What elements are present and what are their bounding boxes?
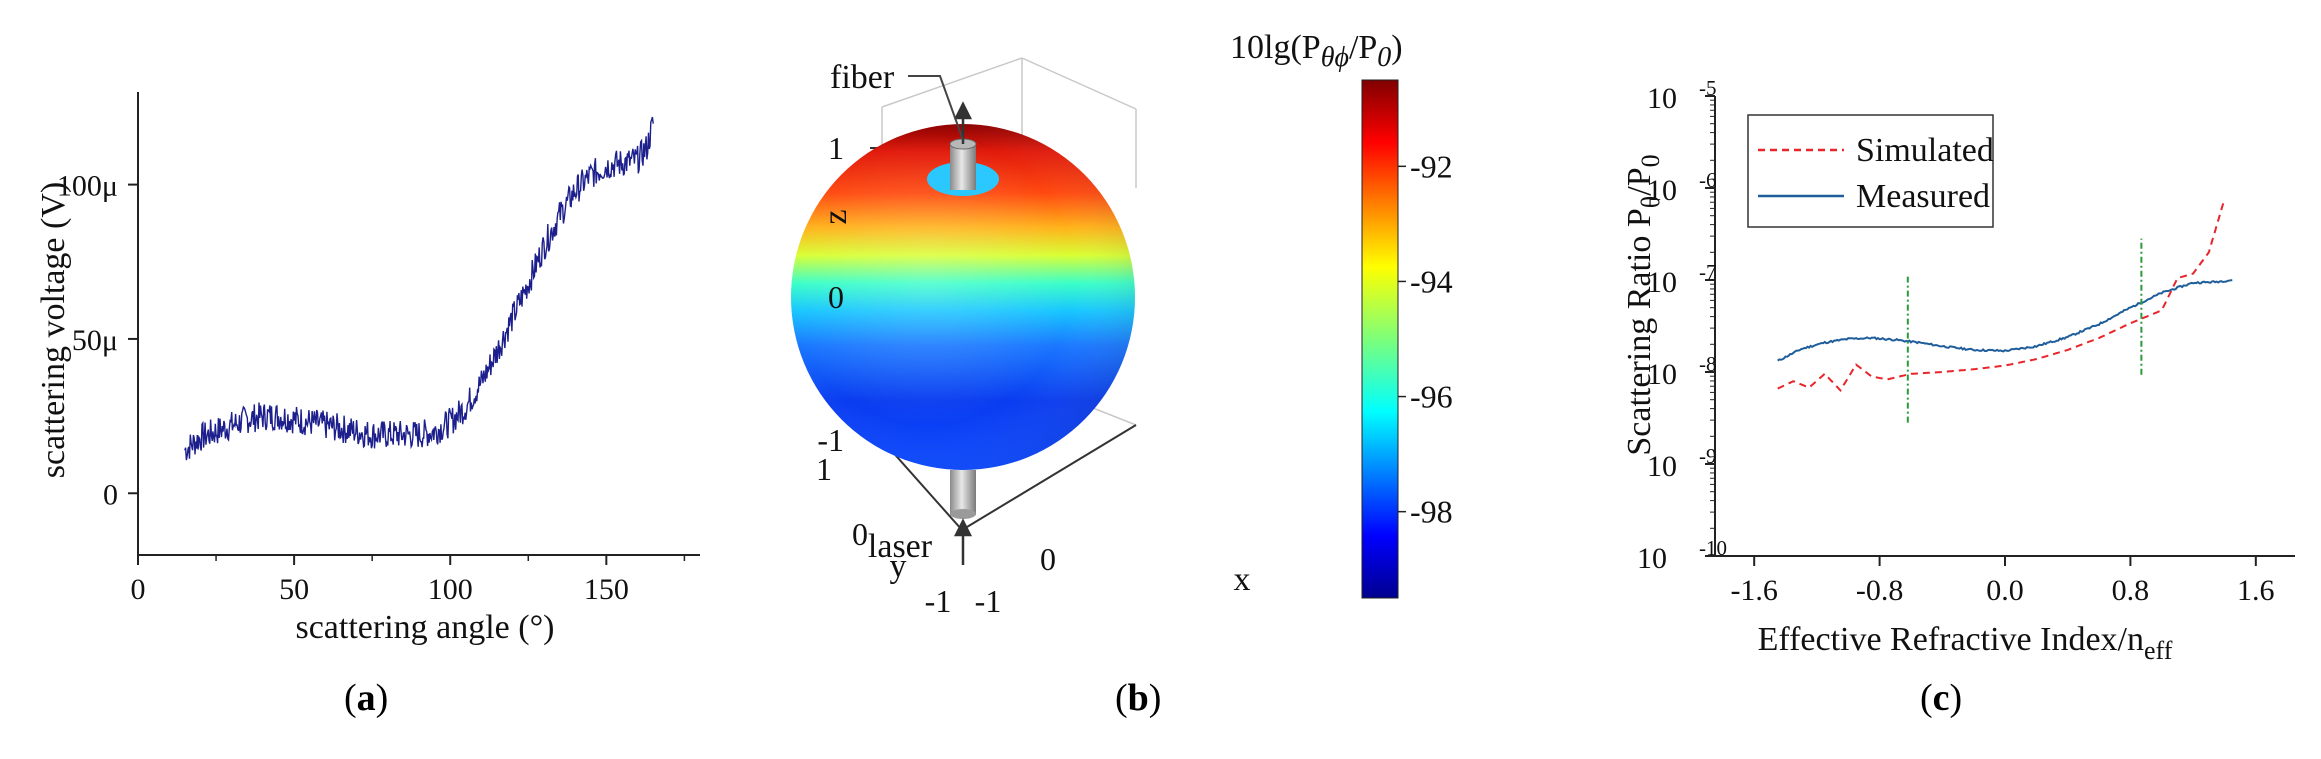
sphere-shading [791,124,1135,470]
colorbar-tick-label: -98 [1410,494,1453,530]
chart-b-ticks: 10-110-1 -10 [816,130,1056,619]
colorbar-tick-label: -94 [1410,263,1453,299]
top-fiber-cylinder [950,144,976,190]
chart-a-y-tick-label: 50μ [72,324,118,357]
chart-c-y-tick-exp: -6 [1699,168,1717,192]
z-tick-label: 1 [828,130,844,166]
chart-a-x-tick-label: 150 [584,573,629,606]
colorbar [1361,79,1399,599]
bottom-fiber-cylinder [950,470,976,515]
y-tick-label: 0 [852,516,868,552]
chart-c-axes: -1.6 -0.8 0.0 0.8 1.6 10 -5 10 -6 10 -7 10 -8 10 -9 10 -… [1637,76,2295,607]
chart-c-y-tick-label: 10 [1647,174,1677,207]
y-tick-label: -1 [925,583,952,619]
panel-label-a: (a) [344,677,389,719]
chart-a-x-tick-label: 50 [279,573,309,606]
z-tick-label: -1 [817,422,844,458]
chart-c-y-tick-label: 10 [1647,82,1677,115]
colorbar-tick-label: -92 [1410,148,1453,184]
z-axis-label: z [817,209,854,224]
fiber-leader-line [908,75,964,141]
chart-c-y-tick-exp: -8 [1699,352,1717,376]
chart-c-y-tick-exp: -10 [1699,536,1727,560]
chart-a-x-tick-label: 0 [131,573,146,606]
chart-c-x-tick-label: -0.8 [1856,574,1904,607]
y-tick-label: 1 [816,451,832,487]
chart-c-x-tick-label: 0.8 [2112,574,2150,607]
x-axis-label: x [1234,561,1251,598]
chart-b-svg: fiber laser z y x 10-110-1 -10 -92-94-96-… [791,29,1453,619]
chart-c-y-tick-exp: -9 [1699,444,1717,468]
panel-label-c: (c) [1920,677,1963,719]
chart-a-series [184,116,654,461]
legend-measured-label: Measured [1856,178,1990,215]
chart-c-series [1777,198,2233,423]
chart-c-y-tick-label: 10 [1637,542,1667,575]
colorbar-ticks: -92 -94 -96 -98 [1398,148,1453,530]
colorbar-title: 10lg(Pθϕ/P0) [1230,29,1403,73]
chart-c-svg: -1.6 -0.8 0.0 0.8 1.6 10 -5 10 -6 10 -7 10 -8 10 -9 10 -… [1621,76,2295,665]
bottom-fiber-cap [950,509,976,519]
chart-a-y-tick-label: 100μ [57,170,118,203]
x-tick-label: 0 [1040,541,1056,577]
y-axis-label: y [890,548,907,585]
chart-c-x-tick-label: -1.6 [1730,574,1778,607]
chart-c-x-tick-label: 1.6 [2237,574,2275,607]
chart-c-y-tick-label: 10 [1647,266,1677,299]
laser-label: laser [868,528,933,565]
chart-c-ylabel: Scattering Ratio Pθ/P0 [1621,154,1665,455]
chart-a-y-tick-label: 0 [103,478,118,511]
x-tick-label: -1 [975,583,1002,619]
z-tick-label: 0 [828,279,844,315]
chart-c-y-tick-label: 10 [1647,358,1677,391]
colorbar-tick-label: -96 [1410,379,1453,415]
chart-a-ylabel: scattering voltage (V) [35,182,72,478]
chart-a-series-line [184,116,654,461]
chart-a-x-tick-label: 100 [428,573,473,606]
fiber-label: fiber [830,59,895,96]
chart-c-y-tick-exp: -5 [1699,76,1717,100]
chart-c-xlabel: Effective Refractive Index/neff [1758,621,2173,665]
chart-c-series-simulated [1777,198,2226,393]
laser-arrow [953,518,973,565]
chart-a-axes: 0 50 100 150 0 50μ 100μ [57,92,700,606]
legend-simulated-label: Simulated [1856,132,1994,169]
chart-c-y-tick-label: 10 [1647,450,1677,483]
chart-a-xlabel: scattering angle (°) [295,609,554,646]
chart-c-y-tick-exp: -7 [1699,260,1717,284]
chart-c-x-tick-label: 0.0 [1986,574,2024,607]
panel-label-b: (b) [1115,677,1162,719]
chart-c-series-measured [1777,279,2233,362]
chart-a-svg: 0 50 100 150 0 50μ 100μ scattering angle (°) s… [35,92,700,646]
chart-c-legend: Simulated Measured [1747,114,1994,228]
